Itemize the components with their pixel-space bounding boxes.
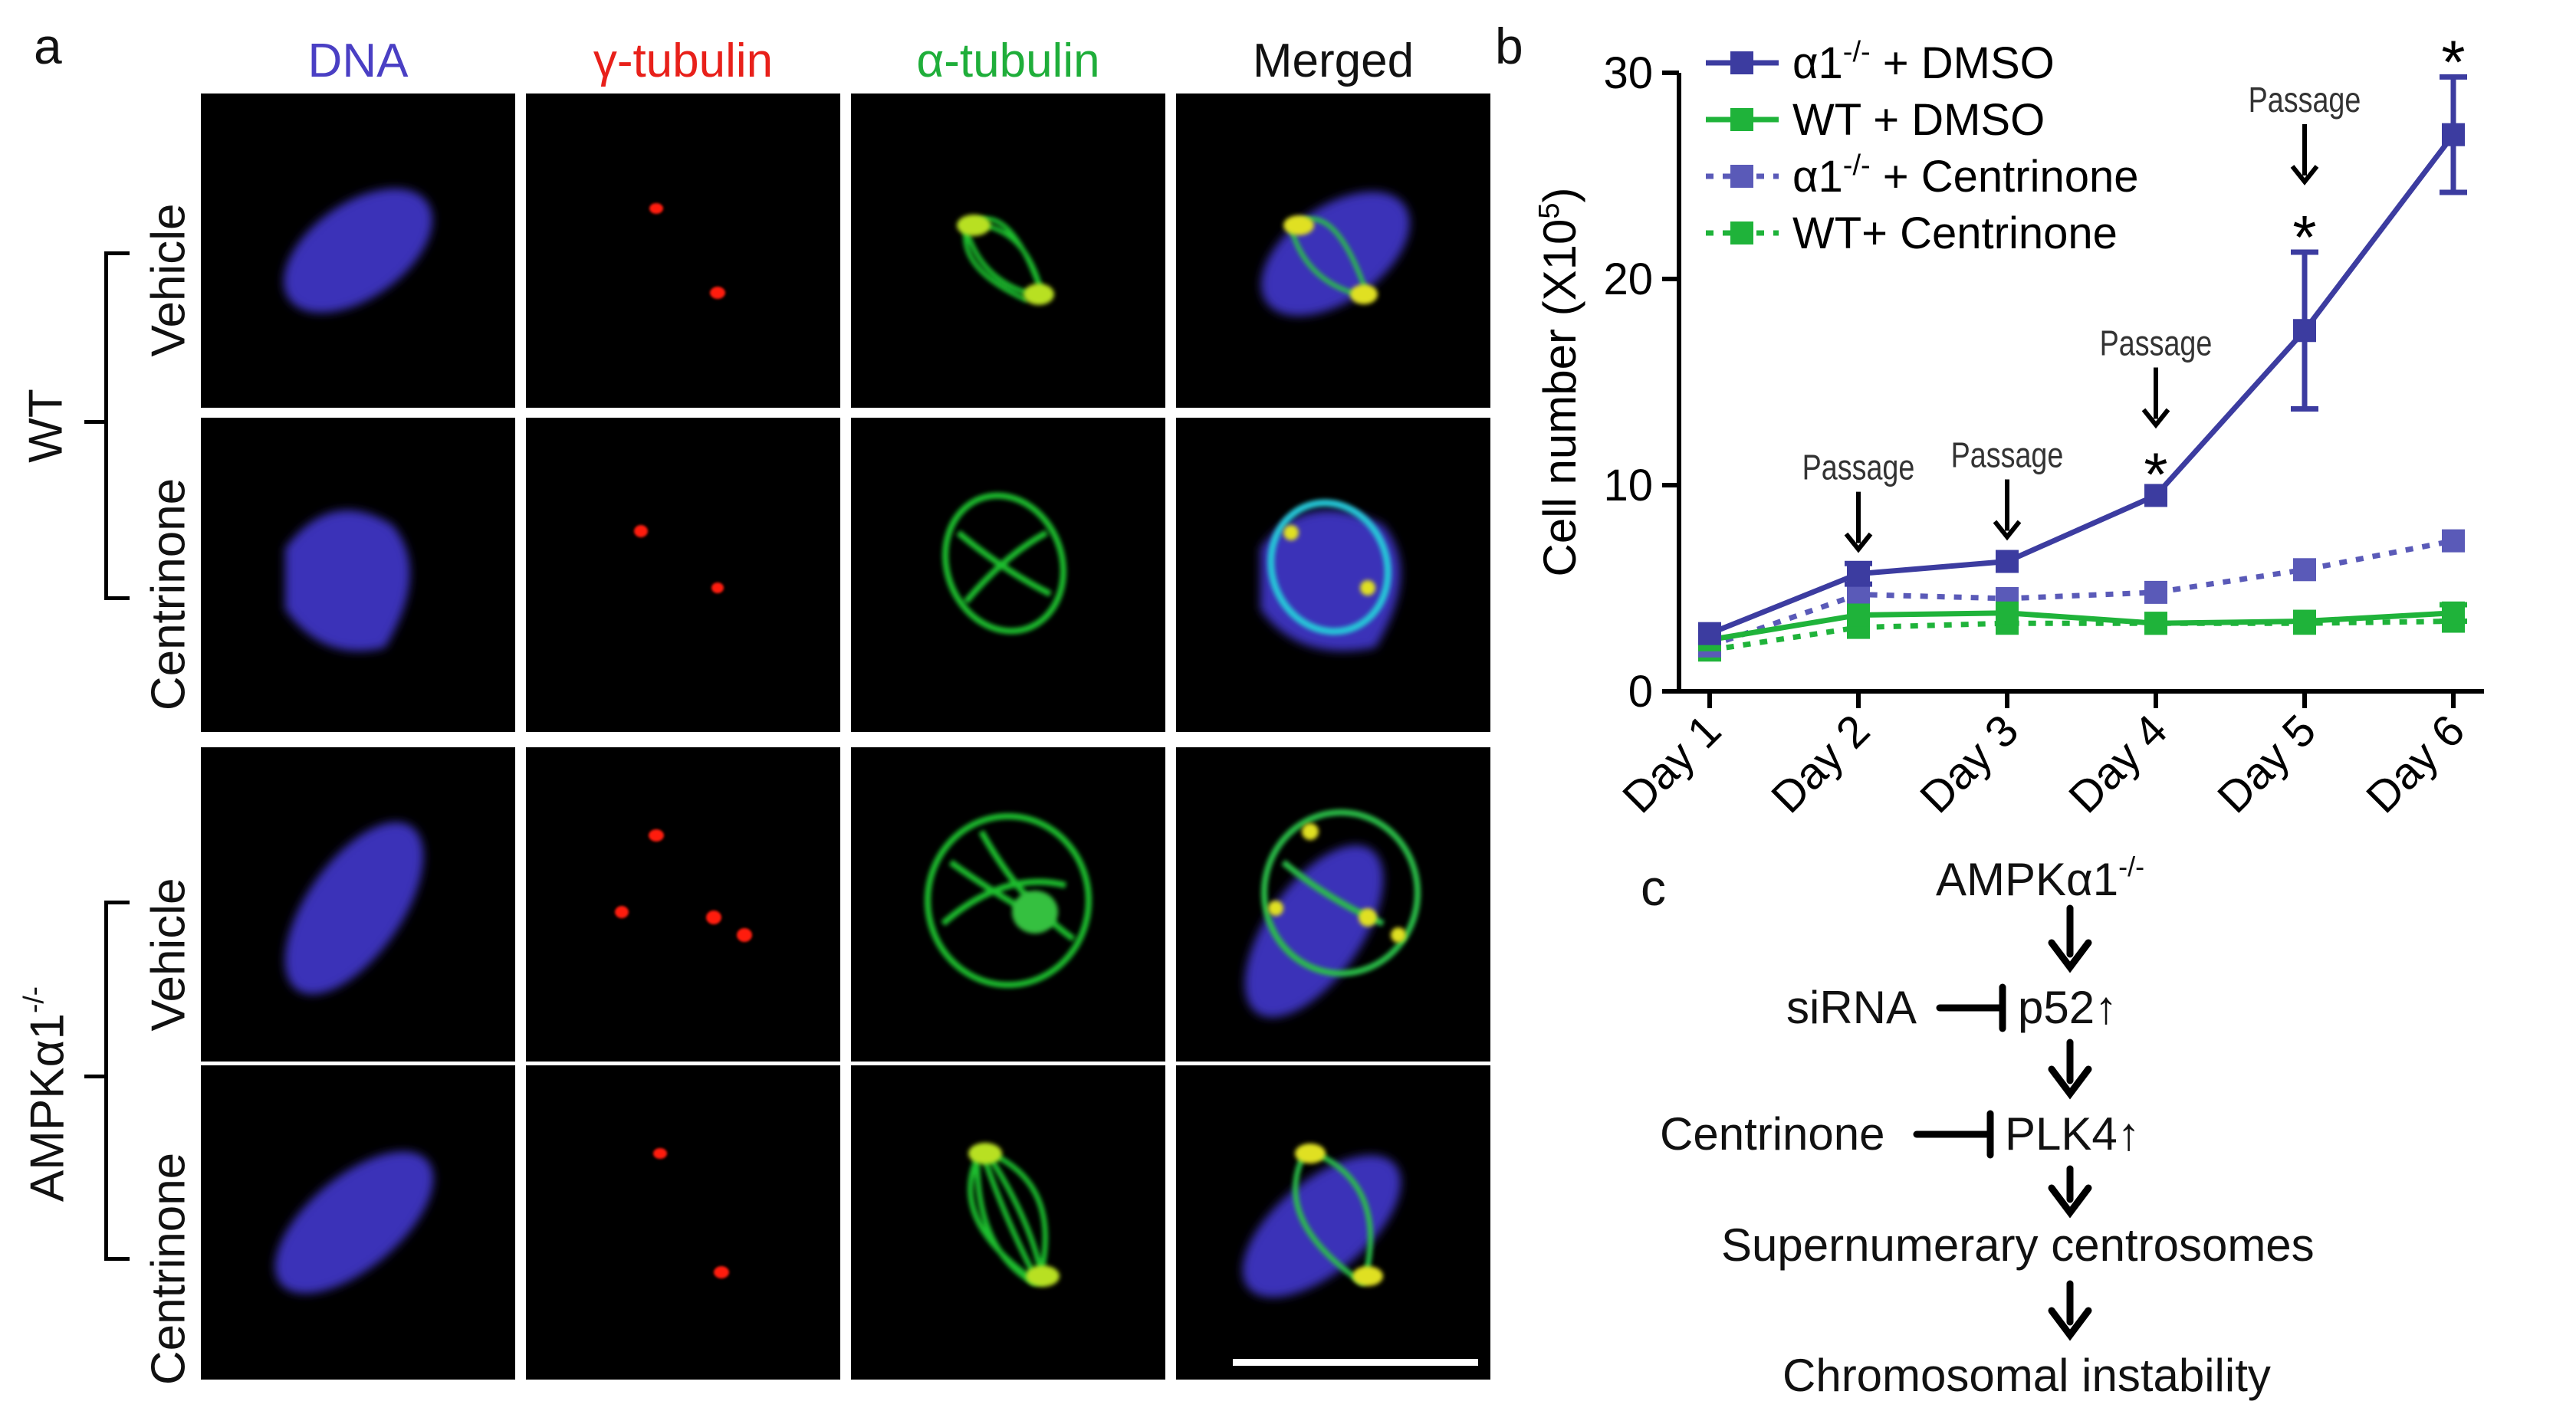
image-ko-vehicle-gamma xyxy=(526,747,840,1062)
data-point xyxy=(2293,609,2316,633)
series-line xyxy=(1709,619,2454,653)
image-ko-vehicle-dna xyxy=(201,747,515,1062)
data-point xyxy=(2293,558,2316,582)
data-point xyxy=(2144,484,2167,507)
image-ko-centrinone-dna xyxy=(201,1065,515,1380)
passage-label: Passage xyxy=(1951,435,2064,474)
image-wt-vehicle-alpha xyxy=(851,94,1165,408)
legend-label: WT+ Centrinone xyxy=(1792,208,2118,258)
panel-a-letter: a xyxy=(34,18,62,74)
data-point xyxy=(1847,603,1870,627)
legend-marker xyxy=(1730,108,1753,131)
flow-sirna: siRNA xyxy=(1786,982,1917,1033)
significance-star: * xyxy=(2144,440,2167,508)
image-ko-centrinone-alpha xyxy=(851,1065,1165,1380)
image-wt-centrinone-gamma xyxy=(526,418,840,732)
flow-instability: Chromosomal instability xyxy=(1783,1350,2271,1401)
column-header-gamma-tubulin: γ-tubulin xyxy=(593,34,774,87)
column-header-dna: DNA xyxy=(307,34,409,87)
y-tick-label: 0 xyxy=(1628,667,1653,717)
flow-supernumerary: Supernumerary centrosomes xyxy=(1721,1219,2315,1271)
passage-arrowhead xyxy=(2290,165,2319,185)
flow-arrow-3 xyxy=(2048,1165,2092,1219)
data-point xyxy=(2293,319,2316,343)
series-line xyxy=(1708,133,2456,636)
image-wt-vehicle-gamma xyxy=(526,94,840,408)
flow-arrow-4 xyxy=(2048,1280,2092,1341)
image-ko-centrinone-merged xyxy=(1176,1065,1490,1380)
legend-marker xyxy=(1730,165,1753,188)
y-tick-label: 10 xyxy=(1603,461,1653,510)
inhibit-sirna xyxy=(1936,983,2006,1032)
significance-star: * xyxy=(2441,28,2465,96)
passage-arrowhead xyxy=(2141,408,2170,429)
series-1 xyxy=(1698,601,2467,651)
flow-p52: p52↑ xyxy=(2018,982,2118,1033)
series-0 xyxy=(1698,74,2467,645)
flow-plk4: PLK4↑ xyxy=(2005,1108,2141,1160)
y-tick-label: 20 xyxy=(1603,254,1653,304)
y-tick-label: 30 xyxy=(1603,48,1653,98)
image-wt-centrinone-dna xyxy=(201,418,515,732)
bracket-wt-tick xyxy=(84,420,107,424)
data-point xyxy=(1847,562,1870,586)
passage-label: Passage xyxy=(2249,80,2361,119)
flow-arrow-2 xyxy=(2048,1039,2092,1100)
column-header-merged: Merged xyxy=(1252,34,1414,87)
bracket-wt xyxy=(104,251,130,600)
flow-ampk-ko: AMPKα1-/- xyxy=(1936,851,2145,906)
legend-label: WT + DMSO xyxy=(1792,95,2045,145)
legend-label: α1-/- + DMSO xyxy=(1792,36,2055,88)
flow-arrow-1 xyxy=(2048,904,2092,973)
series-line xyxy=(1709,610,2454,643)
data-point xyxy=(2442,601,2465,625)
column-header-alpha-tubulin: α-tubulin xyxy=(916,34,1100,87)
legend-marker xyxy=(1730,221,1753,244)
bracket-ko xyxy=(104,901,130,1261)
image-ko-vehicle-merged xyxy=(1176,747,1490,1062)
passage-label: Passage xyxy=(1802,448,1915,487)
data-point xyxy=(2144,580,2167,604)
image-wt-vehicle-dna xyxy=(201,94,515,408)
data-point xyxy=(1996,601,2019,625)
image-ko-centrinone-gamma xyxy=(526,1065,840,1380)
panel-c-letter: c xyxy=(1641,859,1666,916)
inhibit-centrinone xyxy=(1913,1110,1994,1159)
bracket-ko-tick xyxy=(84,1075,107,1078)
image-ko-vehicle-alpha xyxy=(851,747,1165,1062)
legend-label: α1-/- + Centrinone xyxy=(1792,149,2139,202)
significance-star: * xyxy=(2292,203,2316,271)
y-axis-label: Cell number (X105) xyxy=(1533,188,1585,577)
data-point xyxy=(2442,123,2465,146)
image-wt-vehicle-merged xyxy=(1176,94,1490,408)
panel-b-letter: b xyxy=(1495,18,1523,74)
data-point xyxy=(2442,529,2465,553)
data-point xyxy=(2144,612,2167,635)
passage-arrowhead xyxy=(1993,520,2022,541)
image-wt-centrinone-merged xyxy=(1176,418,1490,732)
image-wt-centrinone-alpha xyxy=(851,418,1165,732)
scale-bar xyxy=(1233,1359,1478,1366)
flow-centrinone: Centrinone xyxy=(1660,1108,1885,1160)
legend-marker xyxy=(1730,51,1753,74)
passage-arrowhead xyxy=(1844,532,1873,553)
data-point xyxy=(1698,622,1721,645)
passage-label: Passage xyxy=(2100,323,2213,363)
data-point xyxy=(1996,550,2019,573)
series-line xyxy=(1708,538,2454,649)
